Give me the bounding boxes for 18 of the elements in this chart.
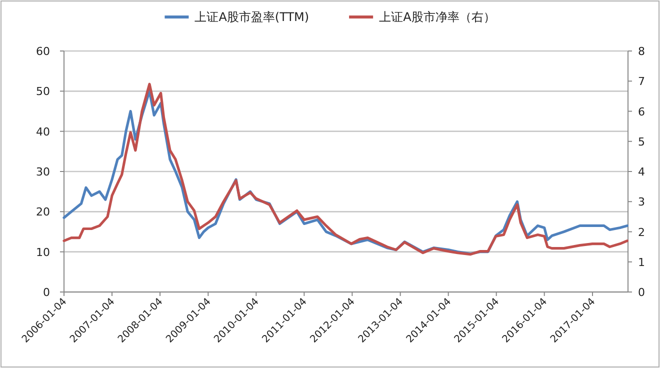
y2-tick-label: 2 [638, 226, 645, 239]
y2-tick-label: 0 [638, 286, 645, 299]
y2-tick-label: 8 [638, 45, 645, 58]
y2-tick-label: 5 [638, 135, 645, 148]
legend-label: 上证A股市净率（右） [379, 10, 496, 24]
y2-tick-label: 4 [638, 166, 645, 178]
y-tick-label: 10 [36, 246, 50, 259]
y-tick-label: 50 [36, 85, 50, 98]
y2-tick-label: 6 [638, 105, 645, 118]
legend-label: 上证A股市盈率(TTM) [194, 10, 310, 24]
y2-tick-label: 1 [638, 256, 645, 269]
y2-tick-label: 3 [638, 196, 645, 209]
y-tick-label: 30 [36, 166, 50, 178]
y-tick-label: 40 [36, 125, 50, 138]
y2-tick-label: 7 [638, 75, 645, 88]
y-tick-label: 20 [36, 206, 50, 219]
y-tick-label: 60 [36, 45, 50, 58]
y-tick-label: 0 [43, 286, 50, 299]
